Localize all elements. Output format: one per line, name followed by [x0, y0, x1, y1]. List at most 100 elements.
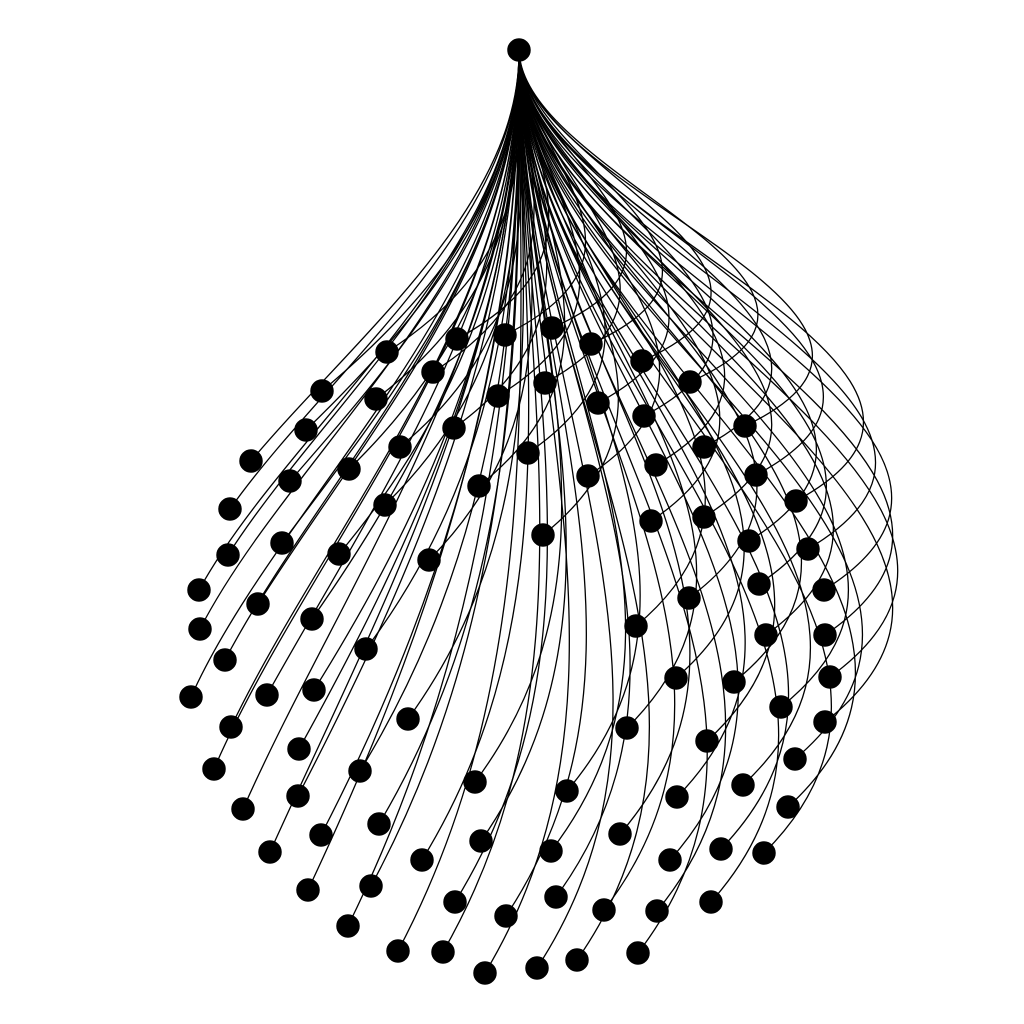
leaf-node-97 [525, 956, 549, 980]
edge-45 [518, 49, 893, 591]
leaf-node-32 [467, 474, 491, 498]
leaf-node-69 [665, 785, 689, 809]
leaf-node-49 [624, 614, 648, 638]
edge-52 [190, 49, 520, 698]
leaf-node-51 [813, 623, 837, 647]
leaf-node-9 [364, 387, 388, 411]
leaf-node-95 [431, 940, 455, 964]
leaf-node-58 [219, 715, 243, 739]
leaf-node-98 [565, 948, 589, 972]
leaf-node-3 [493, 323, 517, 347]
leaf-node-29 [270, 531, 294, 555]
edge-47 [224, 49, 520, 661]
leaf-node-71 [783, 747, 807, 771]
leaf-node-99 [626, 941, 650, 965]
leaf-node-22 [516, 441, 540, 465]
leaf-node-41 [300, 607, 324, 631]
leaf-node-81 [776, 795, 800, 819]
edge-84 [518, 49, 833, 854]
leaf-node-39 [187, 578, 211, 602]
leaf-node-72 [231, 797, 255, 821]
leaf-node-19 [337, 457, 361, 481]
leaf-node-52 [179, 685, 203, 709]
edge-87 [454, 49, 549, 903]
edge-64 [518, 49, 894, 723]
leaf-node-73 [286, 784, 310, 808]
edge-40 [257, 49, 520, 605]
edge-46 [199, 49, 520, 630]
leaf-node-63 [769, 695, 793, 719]
leaf-node-74 [367, 812, 391, 836]
edge-37 [518, 49, 877, 550]
leaf-node-66 [348, 759, 372, 783]
edge-92 [518, 49, 780, 903]
leaf-node-68 [555, 779, 579, 803]
edge-28 [229, 49, 520, 510]
edge-73 [297, 49, 520, 797]
leaf-node-60 [396, 707, 420, 731]
leaf-node-6 [630, 349, 654, 373]
leaf-node-12 [533, 371, 557, 395]
leaf-node-27 [784, 489, 808, 513]
leaf-node-46 [188, 617, 212, 641]
leaf-node-34 [639, 509, 663, 533]
leaf-node-59 [287, 737, 311, 761]
leaf-node-75 [309, 823, 333, 847]
leaf-node-64 [813, 710, 837, 734]
edge-65 [213, 49, 520, 770]
edge-15 [518, 49, 814, 427]
leaf-node-24 [644, 453, 668, 477]
leaf-node-85 [296, 878, 320, 902]
leaf-node-48 [354, 637, 378, 661]
root-node [507, 38, 531, 62]
leaf-node-10 [421, 360, 445, 384]
leaf-node-36 [737, 529, 761, 553]
leaf-node-28 [218, 497, 242, 521]
edge-57 [518, 49, 899, 678]
leaf-node-89 [544, 885, 568, 909]
leaf-node-93 [336, 914, 360, 938]
leaf-node-40 [246, 592, 270, 616]
leaf-node-37 [796, 537, 820, 561]
edge-72 [242, 49, 520, 810]
leaf-node-77 [539, 839, 563, 863]
edge-82 [269, 49, 520, 853]
leaf-node-25 [692, 435, 716, 459]
edge-35 [518, 49, 773, 518]
leaf-node-84 [752, 841, 776, 865]
leaf-node-76 [469, 829, 493, 853]
edge-93 [347, 49, 520, 927]
leaf-node-42 [417, 548, 441, 572]
edge-51 [518, 49, 894, 636]
leaf-node-5 [579, 332, 603, 356]
edge-56 [518, 49, 803, 683]
edge-70 [518, 49, 812, 786]
leaf-node-56 [722, 670, 746, 694]
leaf-node-31 [373, 493, 397, 517]
leaf-node-61 [615, 716, 639, 740]
leaf-node-1 [375, 340, 399, 364]
leaf-node-78 [608, 822, 632, 846]
edge-91 [518, 49, 727, 912]
leaf-node-65 [202, 757, 226, 781]
leaf-node-83 [410, 848, 434, 872]
edge-39 [198, 49, 520, 591]
edge-98 [518, 49, 651, 961]
leaf-node-87 [443, 890, 467, 914]
leaf-node-20 [388, 435, 412, 459]
leaf-node-14 [632, 404, 656, 428]
leaf-node-45 [812, 578, 836, 602]
leaf-node-55 [664, 666, 688, 690]
edge-97 [518, 49, 614, 969]
leaf-node-53 [255, 683, 279, 707]
leaf-node-43 [677, 586, 701, 610]
leaf-node-80 [709, 837, 733, 861]
leaf-node-26 [744, 463, 768, 487]
leaf-node-47 [213, 648, 237, 672]
edge-90 [518, 49, 676, 911]
edge-88 [505, 49, 587, 917]
leaf-node-38 [216, 543, 240, 567]
leaf-node-91 [645, 899, 669, 923]
leaf-node-16 [294, 418, 318, 442]
